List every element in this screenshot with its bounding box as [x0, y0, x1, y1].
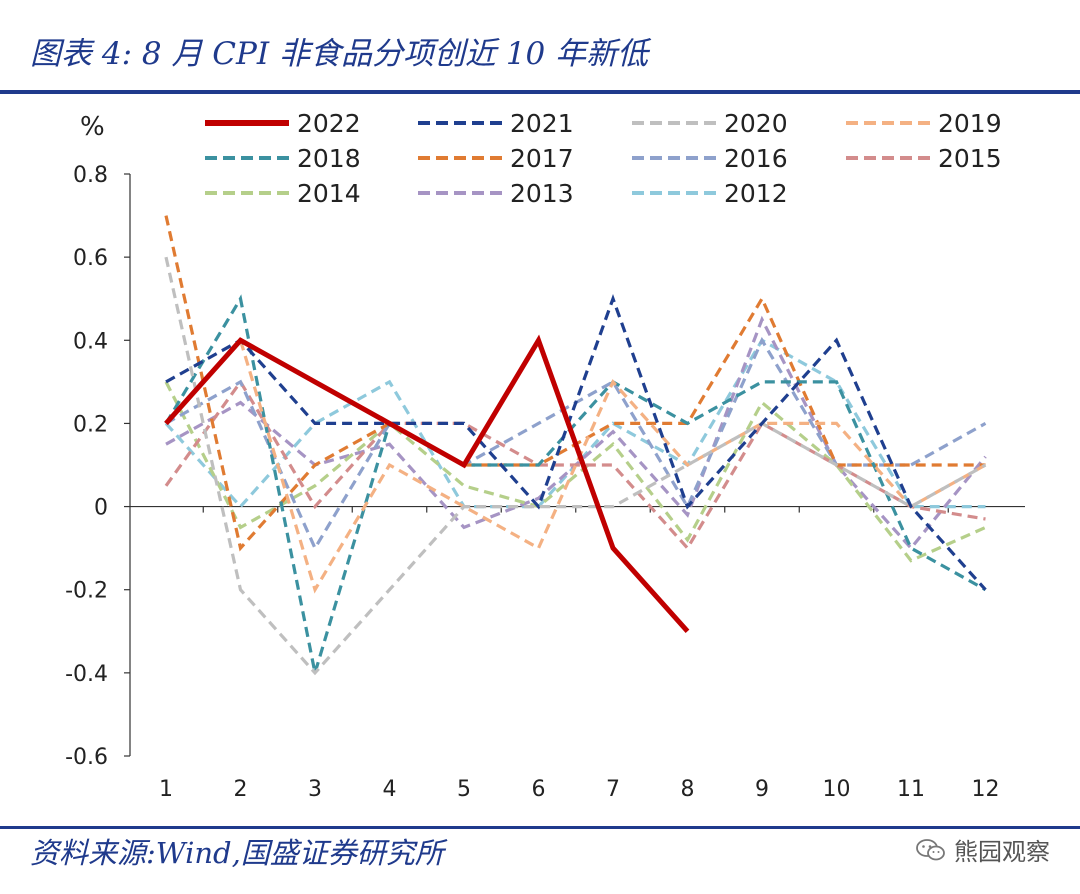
x-tick-label: 3 [308, 777, 322, 802]
watermark-text: 熊园观察 [954, 838, 1050, 866]
series-line-2015 [164, 378, 986, 551]
wechat-icon [916, 838, 945, 860]
series-line-2018 [164, 294, 987, 674]
legend-label-2015: 2015 [938, 144, 1002, 173]
line-chart: 0.80.60.40.20-0.2-0.4-0.61 2 3 4 5 6 7 8 9 10 11 12… [65, 109, 1025, 802]
series-line-2019 [164, 337, 987, 594]
x-tick-label: 8 [681, 777, 695, 802]
x-tick-label: 11 [897, 777, 925, 802]
x-tick-label: 1 [159, 777, 173, 802]
x-tick-label: 5 [457, 777, 471, 802]
legend-label-2019: 2019 [938, 109, 1002, 138]
x-tick-label: 6 [532, 777, 546, 802]
y-tick-label: 0.6 [73, 246, 108, 271]
chart-title: 图表 4: 8 月 CPI 非食品分项创近 10 年新低 [30, 36, 649, 72]
y-tick-label: 0.8 [73, 163, 108, 188]
y-axis-unit: % [80, 112, 105, 142]
x-tick-label: 2 [234, 777, 248, 802]
y-tick-label: 0.2 [73, 412, 108, 437]
legend-label-2018: 2018 [297, 144, 361, 173]
series-line-2022 [164, 334, 690, 633]
watermark: 熊园观察 [916, 832, 1050, 867]
legend-label-2012: 2012 [724, 179, 788, 208]
source-note: 资料来源:Wind,国盛证券研究所 [30, 836, 444, 870]
header-divider [0, 90, 1080, 94]
series-line-2014 [164, 381, 987, 563]
legend-label-2017: 2017 [510, 144, 574, 173]
y-tick-label: -0.4 [65, 662, 108, 687]
legend-label-2013: 2013 [510, 179, 574, 208]
x-tick-label: 4 [383, 777, 397, 802]
y-tick-label: -0.6 [65, 745, 108, 770]
series-line-2013 [165, 315, 987, 551]
y-tick-label: 0 [94, 496, 108, 521]
series-line-2020 [164, 256, 987, 676]
legend-label-2022: 2022 [297, 109, 361, 138]
x-tick-label: 12 [972, 777, 1000, 802]
x-tick-label: 7 [606, 777, 620, 802]
y-tick-label: -0.2 [65, 579, 108, 604]
series-line-2021 [165, 293, 987, 591]
footer-divider [0, 826, 1080, 829]
x-tick-label: 10 [823, 777, 851, 802]
x-tick-label: 9 [755, 777, 769, 802]
legend-label-2021: 2021 [510, 109, 574, 138]
legend-label-2020: 2020 [724, 109, 788, 138]
legend-label-2016: 2016 [724, 144, 788, 173]
legend-label-2014: 2014 [297, 179, 361, 208]
y-tick-label: 0.4 [73, 329, 108, 354]
